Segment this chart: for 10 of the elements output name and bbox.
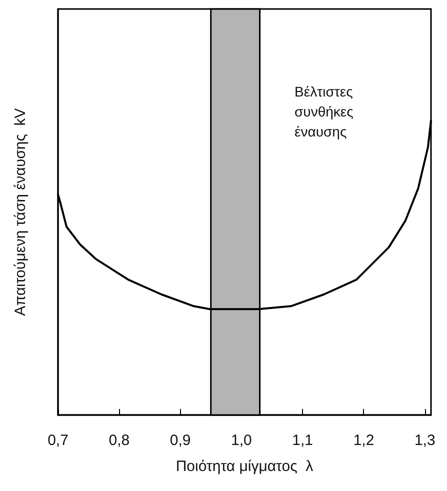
x-tick-label: 1,1 <box>292 432 314 449</box>
x-tick-label: 1,2 <box>353 432 374 449</box>
y-axis-title: Απαιτούμενη τάση έναυσης kV <box>12 108 29 316</box>
x-tick-label: 0,9 <box>170 432 191 449</box>
x-tick-label: 0,8 <box>108 432 130 449</box>
x-tick-label: 0,7 <box>48 432 68 449</box>
band-label: Βέλτιστες συνθήκες έναυσης <box>294 84 354 140</box>
x-axis-title: Ποιότητα μίγματος λ <box>176 458 314 475</box>
x-tick-label: 1,3 <box>414 432 436 449</box>
x-tick-label: 1,0 <box>231 432 252 449</box>
